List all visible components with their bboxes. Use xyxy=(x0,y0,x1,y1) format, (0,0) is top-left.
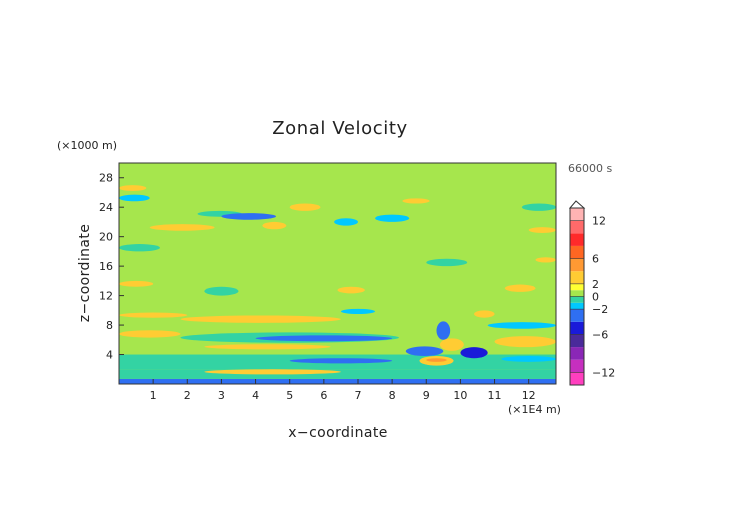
colorbar-tick-label: 6 xyxy=(592,253,599,266)
x-tick-label: 9 xyxy=(423,389,430,402)
x-tick-label: 5 xyxy=(286,389,293,402)
heatmap-cells xyxy=(119,185,556,384)
heatmap-feature xyxy=(262,221,287,230)
colorbar-swatch xyxy=(570,290,584,297)
x-tick-label: 12 xyxy=(522,389,536,402)
colorbar-tick-label: −6 xyxy=(592,328,608,341)
colorbar-swatch xyxy=(570,309,584,322)
x-tick-label: 8 xyxy=(389,389,396,402)
colorbar-swatch xyxy=(570,283,584,291)
heatmap-feature xyxy=(405,346,444,357)
heatmap-feature xyxy=(426,358,447,362)
x-unit-label: (×1E4 m) xyxy=(508,403,561,416)
x-tick-label: 4 xyxy=(252,389,259,402)
y-axis-ticks: 4 8 12 16 20 24 28 xyxy=(99,172,124,362)
heatmap-feature xyxy=(528,227,556,233)
heatmap-feature xyxy=(487,322,556,329)
heatmap-feature xyxy=(474,310,495,318)
x-tick-label: 11 xyxy=(488,389,502,402)
time-label: 66000 s xyxy=(568,162,612,175)
y-tick-label: 8 xyxy=(106,319,113,332)
heatmap-feature xyxy=(436,321,451,340)
x-tick-label: 10 xyxy=(453,389,467,402)
heatmap-feature xyxy=(535,257,556,263)
heatmap-feature xyxy=(119,244,160,252)
colorbar-tick-label: 2 xyxy=(592,278,599,291)
colorbar-swatch xyxy=(570,321,584,335)
y-tick-label: 4 xyxy=(106,349,113,362)
y-tick-label: 24 xyxy=(99,201,113,214)
y-unit-label: (×1000 m) xyxy=(57,139,117,152)
heatmap-feature xyxy=(119,312,188,318)
colorbar-tick-label: −12 xyxy=(592,366,615,379)
colorbar-swatch xyxy=(570,334,584,348)
heatmap-feature xyxy=(180,315,341,323)
heatmap-feature xyxy=(204,344,331,350)
y-tick-label: 20 xyxy=(99,231,113,244)
x-tick-label: 3 xyxy=(218,389,225,402)
heatmap-feature xyxy=(119,280,154,287)
heatmap-feature xyxy=(221,213,277,220)
heatmap-feature xyxy=(204,286,239,296)
heatmap-feature xyxy=(494,336,556,348)
heatmap-feature xyxy=(337,286,365,294)
colorbar-swatch xyxy=(570,359,584,373)
heatmap-feature xyxy=(504,284,536,292)
colorbar-swatch xyxy=(570,372,584,385)
heatmap-feature xyxy=(119,185,147,191)
x-tick-label: 6 xyxy=(320,389,327,402)
y-axis-label: z−coordinate xyxy=(77,224,93,323)
colorbar-tick-label: 12 xyxy=(592,215,606,228)
colorbar-swatch xyxy=(570,233,584,246)
chart-title: Zonal Velocity xyxy=(272,118,408,139)
heatmap-feature xyxy=(204,369,341,375)
colorbar-swatch xyxy=(570,258,584,272)
colorbar: 12 6 20−2 −6 −12 xyxy=(568,200,615,386)
heatmap-feature xyxy=(119,330,181,338)
heatmap-feature xyxy=(501,356,556,362)
heatmap-feature xyxy=(375,214,410,222)
colorbar-swatch xyxy=(570,296,584,303)
heatmap-feature xyxy=(255,335,393,342)
colorbar-tick-label: −2 xyxy=(592,303,608,316)
colorbar-tick-label: 0 xyxy=(592,291,599,304)
colorbar-swatch xyxy=(570,208,584,221)
heatmap-feature xyxy=(289,203,321,211)
heatmap-feature xyxy=(119,369,556,379)
colorbar-swatch xyxy=(570,245,584,259)
heatmap-feature xyxy=(439,338,464,351)
heatmap-feature xyxy=(402,198,430,204)
x-axis-label: x−coordinate xyxy=(288,425,388,441)
colorbar-swatch xyxy=(570,347,584,360)
heatmap-feature xyxy=(289,358,393,364)
y-tick-label: 16 xyxy=(99,260,113,273)
colorbar-swatch xyxy=(570,271,584,284)
x-tick-label: 7 xyxy=(354,389,361,402)
x-tick-label: 1 xyxy=(150,389,157,402)
heatmap-background xyxy=(119,163,556,384)
colorbar-swatch xyxy=(570,302,584,310)
y-tick-label: 28 xyxy=(99,172,113,185)
x-tick-label: 2 xyxy=(184,389,191,402)
heatmap-feature xyxy=(119,194,150,202)
heatmap-feature xyxy=(149,224,215,231)
plot-frame xyxy=(118,162,557,385)
heatmap-feature xyxy=(460,347,488,359)
heatmap-feature xyxy=(340,308,376,315)
y-tick-label: 12 xyxy=(99,290,113,303)
heatmap-feature xyxy=(426,258,468,267)
colorbar-swatch xyxy=(570,220,584,234)
heatmap-feature xyxy=(119,378,556,384)
heatmap-feature xyxy=(521,203,556,211)
x-axis-ticks: 1 2 3 4 5 6 7 8 9 10 11 12 xyxy=(150,379,536,402)
colorbar-arrow xyxy=(568,200,586,209)
heatmap-feature xyxy=(334,218,358,226)
